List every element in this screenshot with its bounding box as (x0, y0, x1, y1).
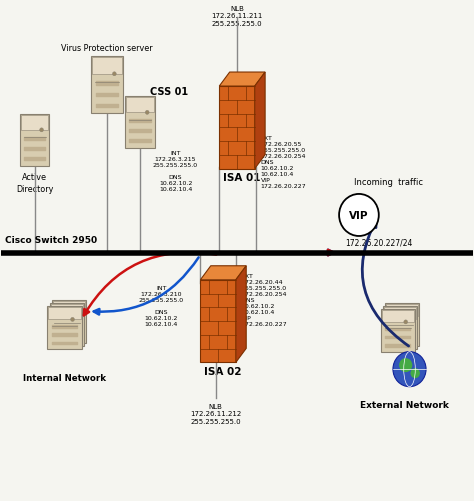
FancyBboxPatch shape (383, 306, 417, 349)
Text: ISA 01: ISA 01 (223, 173, 261, 183)
Text: INT
172.26.3.215
255.255.255.0

DNS
10.62.10.2
10.62.10.4: INT 172.26.3.215 255.255.255.0 DNS 10.62… (153, 151, 198, 191)
Circle shape (410, 368, 420, 378)
Text: ISA 02: ISA 02 (204, 366, 242, 376)
Circle shape (406, 317, 410, 321)
Circle shape (75, 312, 79, 316)
FancyBboxPatch shape (50, 304, 84, 346)
Text: 172.26.20.227/24: 172.26.20.227/24 (345, 238, 412, 247)
Circle shape (399, 358, 412, 372)
Polygon shape (201, 266, 246, 280)
FancyBboxPatch shape (385, 303, 419, 346)
FancyBboxPatch shape (92, 58, 122, 75)
Text: Virus Protection server: Virus Protection server (61, 44, 153, 53)
FancyBboxPatch shape (91, 57, 123, 114)
Circle shape (73, 315, 77, 319)
Polygon shape (219, 87, 255, 169)
Text: Internal Network: Internal Network (23, 373, 106, 382)
Circle shape (146, 111, 149, 115)
Polygon shape (236, 266, 246, 363)
Polygon shape (219, 73, 265, 87)
Text: EXT
172.26.20.55
255.255.255.0
172.26.20.254
DNS
10.62.10.2
10.62.10.4
VIP
172.2: EXT 172.26.20.55 255.255.255.0 172.26.20… (261, 136, 306, 188)
Polygon shape (201, 280, 236, 363)
Text: Incoming  traffic: Incoming traffic (354, 177, 423, 186)
Circle shape (409, 314, 412, 318)
Text: External Network: External Network (360, 400, 449, 409)
Text: Cisco Switch 2950: Cisco Switch 2950 (5, 236, 98, 245)
FancyBboxPatch shape (21, 116, 48, 131)
FancyBboxPatch shape (51, 305, 83, 317)
Circle shape (40, 129, 44, 133)
FancyBboxPatch shape (126, 98, 155, 113)
Circle shape (112, 73, 116, 77)
FancyBboxPatch shape (52, 301, 86, 343)
FancyBboxPatch shape (48, 308, 81, 320)
FancyBboxPatch shape (381, 309, 415, 352)
Circle shape (71, 318, 74, 322)
Text: NLB
172.26.11.212
255.255.255.0: NLB 172.26.11.212 255.255.255.0 (190, 403, 241, 424)
Circle shape (404, 320, 408, 324)
FancyBboxPatch shape (53, 302, 85, 314)
FancyBboxPatch shape (386, 304, 419, 316)
Text: EXT
172.26.20.44
255.255.255.0
172.26.20.254
DNS
10.62.10.2
10.62.10.4
VIP
172.2: EXT 172.26.20.44 255.255.255.0 172.26.20… (242, 273, 287, 326)
Text: INT
172.26.3.210
255.255.255.0

DNS
10.62.10.2
10.62.10.4: INT 172.26.3.210 255.255.255.0 DNS 10.62… (139, 286, 184, 326)
FancyBboxPatch shape (382, 310, 414, 322)
Text: CSS 01: CSS 01 (150, 87, 188, 97)
FancyBboxPatch shape (20, 115, 49, 166)
Circle shape (339, 194, 379, 236)
FancyBboxPatch shape (125, 97, 155, 149)
Text: VIP: VIP (349, 210, 369, 220)
Polygon shape (255, 73, 265, 169)
Text: NLB
172.26.11.211
255.255.255.0: NLB 172.26.11.211 255.255.255.0 (211, 6, 263, 27)
FancyBboxPatch shape (47, 307, 82, 349)
Text: Active
Directory: Active Directory (16, 173, 54, 193)
Circle shape (393, 352, 426, 387)
FancyBboxPatch shape (384, 307, 416, 319)
